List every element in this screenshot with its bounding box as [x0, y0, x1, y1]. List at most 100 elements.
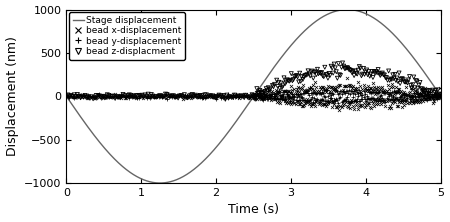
Point	[383, 91, 390, 94]
Point	[435, 93, 442, 97]
Point	[406, 95, 413, 98]
Point	[437, 93, 445, 97]
Point	[328, 105, 336, 109]
Point	[252, 93, 259, 96]
Point	[279, 84, 287, 88]
Point	[296, 86, 303, 89]
Point	[331, 87, 338, 91]
Point	[426, 92, 433, 96]
Point	[387, 97, 394, 101]
Point	[181, 95, 188, 99]
Point	[238, 95, 245, 98]
Point	[362, 99, 369, 103]
Point	[292, 98, 299, 102]
Point	[421, 90, 428, 94]
Point	[409, 101, 416, 105]
Point	[287, 91, 294, 95]
Point	[135, 94, 142, 97]
Point	[135, 96, 142, 100]
Point	[347, 100, 355, 104]
Point	[416, 92, 423, 95]
Point	[200, 96, 207, 100]
Point	[278, 93, 285, 96]
Point	[305, 88, 312, 91]
Point	[312, 91, 319, 95]
Point	[435, 92, 442, 96]
Point	[377, 74, 384, 77]
Point	[302, 100, 310, 104]
Point	[72, 95, 79, 99]
Point	[333, 88, 340, 92]
Point	[250, 94, 257, 98]
Point	[355, 80, 362, 83]
Point	[416, 101, 423, 104]
Point	[261, 94, 269, 97]
Point	[362, 70, 369, 74]
Point	[429, 95, 436, 98]
Point	[268, 98, 275, 101]
Point	[212, 95, 220, 99]
Point	[217, 96, 224, 100]
Point	[425, 97, 432, 100]
Point	[144, 95, 152, 99]
Y-axis label: Displacement (nm): Displacement (nm)	[5, 36, 18, 156]
Point	[294, 93, 301, 97]
Point	[366, 86, 373, 89]
Point	[313, 101, 320, 104]
Point	[398, 89, 405, 93]
Point	[370, 70, 378, 73]
Point	[363, 98, 370, 101]
Point	[328, 93, 335, 96]
Point	[141, 94, 149, 97]
Point	[378, 93, 385, 97]
Point	[362, 87, 369, 91]
Point	[153, 95, 160, 99]
Point	[334, 89, 341, 93]
Point	[260, 91, 267, 95]
Point	[326, 74, 333, 77]
Point	[395, 80, 402, 83]
Point	[302, 74, 309, 77]
Point	[271, 91, 278, 95]
Point	[363, 94, 370, 98]
Point	[234, 95, 242, 98]
Point	[116, 95, 123, 99]
Point	[393, 97, 400, 101]
Point	[351, 69, 359, 73]
Point	[263, 95, 270, 99]
Point	[368, 97, 375, 100]
Point	[354, 100, 361, 103]
Point	[360, 101, 367, 105]
Point	[326, 100, 333, 104]
Point	[140, 96, 147, 100]
Point	[77, 96, 84, 99]
Point	[329, 71, 337, 75]
Point	[313, 73, 320, 76]
Point	[129, 95, 136, 98]
Point	[214, 95, 221, 98]
Point	[357, 100, 364, 103]
Point	[290, 92, 297, 96]
Point	[351, 87, 359, 90]
Point	[294, 92, 301, 96]
Point	[258, 94, 265, 98]
Point	[393, 76, 400, 80]
Point	[369, 101, 377, 105]
Point	[351, 100, 359, 103]
Point	[306, 87, 314, 90]
Point	[119, 93, 126, 96]
Point	[369, 96, 377, 100]
Point	[336, 83, 343, 87]
Point	[100, 95, 108, 98]
Point	[400, 100, 407, 103]
Point	[392, 90, 399, 93]
Point	[381, 98, 388, 101]
Point	[429, 95, 436, 98]
Point	[432, 95, 439, 99]
Point	[308, 85, 315, 89]
Point	[130, 95, 138, 98]
Point	[78, 94, 86, 98]
Point	[228, 94, 235, 98]
Point	[363, 102, 370, 106]
Point	[72, 93, 79, 96]
